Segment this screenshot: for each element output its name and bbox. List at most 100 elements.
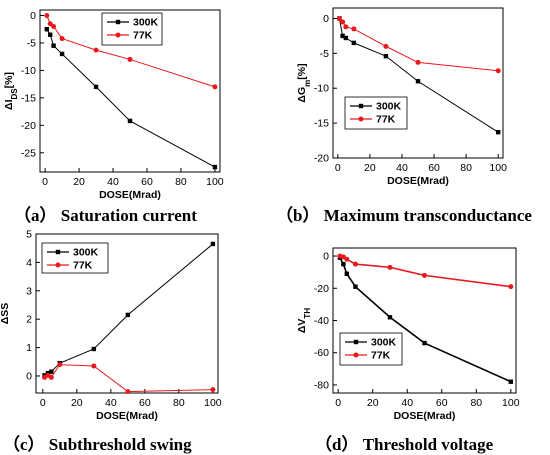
data-point (343, 35, 349, 41)
data-point (344, 271, 350, 276)
y-axis-label: ΔVTH (296, 308, 312, 333)
chart-b: 0 20 40 60 80 100 0 -5 -10 -15 -20 DOSE(Mrad) ΔGm[%]… (296, 7, 507, 187)
data-point (340, 33, 345, 39)
data-point (210, 387, 216, 393)
data-point (422, 340, 427, 346)
y-tick-label: 4 (26, 257, 32, 269)
data-point (93, 84, 99, 90)
series-line (44, 364, 213, 393)
x-tick-label: 20 (73, 176, 85, 188)
legend-marker (55, 249, 61, 255)
data-point (344, 256, 350, 262)
series-77K (42, 362, 216, 395)
x-tick-label: 20 (71, 397, 83, 409)
data-point (210, 241, 216, 247)
data-point (387, 315, 393, 320)
x-tick-label: 20 (364, 162, 376, 174)
legend-label: 300K (73, 247, 99, 259)
data-point (51, 43, 56, 48)
x-tick-label: 60 (141, 176, 153, 188)
y-tick-label: -10 (21, 65, 36, 77)
series-77K (337, 253, 514, 290)
data-point (127, 118, 133, 124)
data-point (422, 272, 427, 278)
y-tick-label: 1 (26, 342, 32, 354)
x-tick-label: 40 (401, 397, 413, 409)
legend-marker (115, 19, 121, 25)
series-line (339, 255, 511, 288)
y-tick-label: -25 (21, 147, 36, 159)
y-axis-label: ΔGm[%] (296, 63, 312, 102)
y-tick-label: 5 (26, 229, 32, 241)
y-tick-label: -40 (314, 315, 329, 327)
y-axis-label: ΔSS (0, 303, 11, 325)
data-point (353, 284, 358, 289)
series-300K (44, 27, 218, 170)
caption-c: （c） Subthreshold swing (3, 435, 192, 454)
x-axis-label: DOSE(Mrad) (99, 189, 161, 201)
data-point (495, 68, 501, 74)
x-tick-label: 60 (428, 162, 440, 174)
panel-b: 0 20 40 60 80 100 0 -5 -10 -15 -20 DOSE(Mrad) ΔGm[%]… (275, 0, 550, 228)
data-point (47, 21, 53, 27)
x-tick-label: 0 (335, 162, 341, 174)
x-axis-label: DOSE(Mrad) (387, 175, 449, 187)
y-tick-label: 3 (26, 285, 32, 297)
legend-marker (115, 32, 121, 38)
series-77K (44, 12, 218, 90)
series-77K (336, 15, 501, 74)
x-tick-label: 80 (460, 162, 472, 174)
legend-box (339, 332, 403, 366)
data-point (125, 312, 131, 318)
legend-label: 77K (133, 30, 153, 42)
data-point (44, 27, 49, 32)
data-point (495, 129, 501, 135)
y-tick-label: -5 (27, 37, 36, 49)
x-tick-label: 60 (139, 397, 151, 409)
y-tick-label: 0 (323, 251, 329, 263)
x-tick-label: 80 (470, 397, 482, 409)
x-tick-label: 100 (489, 162, 507, 174)
y-tick-label: -80 (314, 379, 329, 391)
legend-label: 77K (73, 260, 93, 272)
y-tick-label: -10 (314, 83, 329, 95)
data-point (341, 261, 346, 267)
y-axis-label: ΔIDS[%] (3, 72, 19, 110)
data-point (44, 12, 50, 18)
data-point (387, 264, 393, 270)
x-tick-label: 100 (502, 397, 520, 409)
data-point (340, 19, 346, 25)
data-point (508, 379, 514, 384)
data-point (91, 363, 97, 369)
data-point (351, 40, 357, 46)
data-point (383, 43, 389, 49)
data-point (91, 346, 97, 352)
y-tick-label: -20 (21, 120, 36, 132)
panel-a: 0 20 40 60 80 100 0 -5 -10 -15 -20 -25 DOSE(Mrad) ΔID… (0, 0, 275, 228)
data-point (383, 53, 389, 59)
x-tick-label: 40 (105, 397, 117, 409)
y-tick-label: -15 (314, 118, 329, 130)
data-point (93, 47, 99, 53)
legend-marker (353, 352, 359, 358)
y-tick-label: -15 (21, 92, 36, 104)
data-point (125, 389, 131, 395)
caption-b: （b） Maximum transconductance (276, 206, 532, 225)
legend-marker (353, 339, 359, 345)
caption-a: （a） Saturation current (14, 206, 197, 225)
data-point (508, 284, 514, 290)
data-point (49, 369, 54, 374)
panel-c: 0 20 40 60 80 100 0 1 2 3 4 5 DOSE(Mrad) ΔSS 300K 77K （… (0, 228, 275, 455)
x-tick-label: 0 (42, 176, 48, 188)
data-point (212, 164, 218, 170)
panel-d: 0 20 40 60 80 100 0 -20 -40 -60 -80 DOSE(Mrad) ΔVTH 3… (275, 228, 550, 455)
x-axis-label: DOSE(Mrad) (96, 410, 158, 422)
y-tick-label: 2 (26, 314, 32, 326)
y-tick-label: -5 (320, 48, 329, 60)
x-tick-label: 0 (335, 397, 341, 409)
